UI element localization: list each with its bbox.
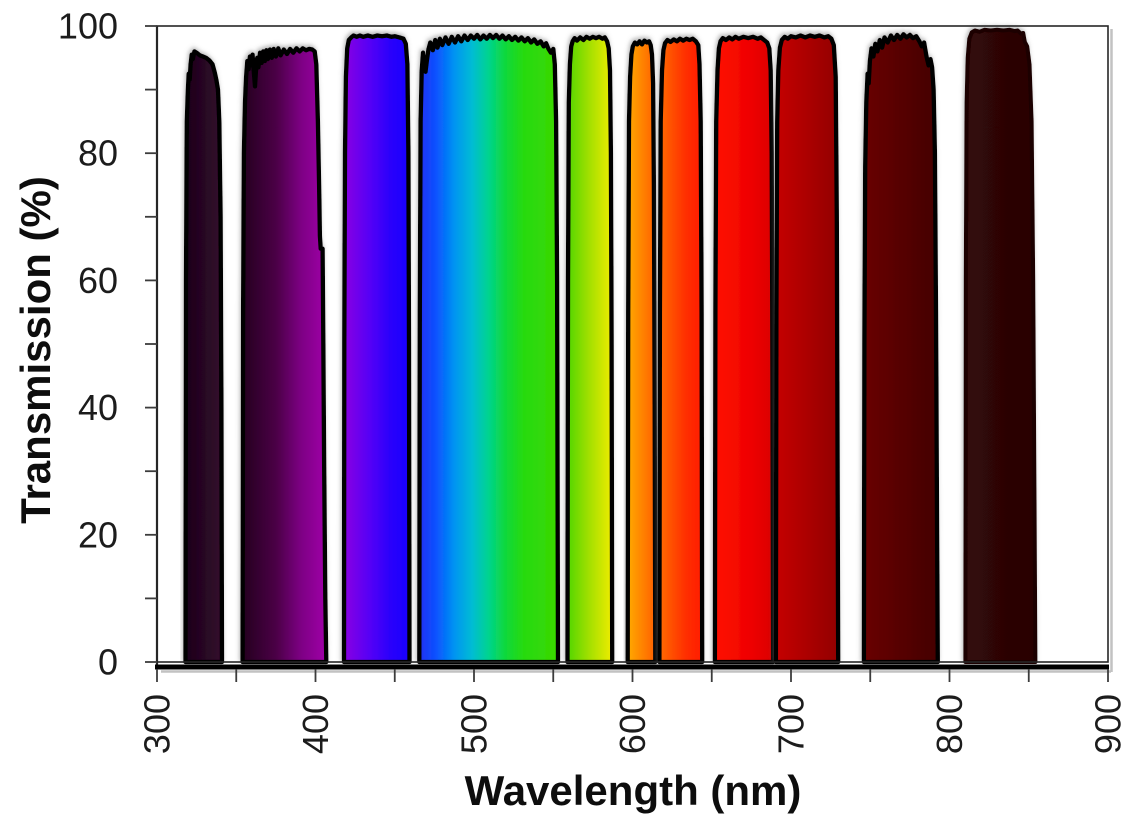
x-tick-label: 400 (295, 694, 336, 754)
band-830nm-near-ir (963, 27, 1038, 664)
band-670nm-red (712, 34, 776, 665)
y-tick-label: 0 (98, 642, 118, 683)
x-tick-label: 600 (612, 694, 653, 754)
x-tick-label: 800 (929, 694, 970, 754)
x-axis-title: Wavelength (nm) (464, 767, 802, 814)
band-575nm-green-yellow (565, 34, 615, 665)
x-tick-label: 900 (1088, 694, 1129, 754)
x-tick-label: 700 (771, 694, 812, 754)
y-axis-title: Transmission (%) (12, 176, 59, 524)
band-710nm-dark-red (773, 33, 841, 665)
band-330nm-uv (183, 49, 225, 665)
y-tick-label: 40 (78, 387, 118, 428)
y-tick-label: 100 (58, 6, 118, 47)
band-510nm-cyan-green (417, 32, 561, 665)
x-tick-label: 300 (137, 694, 178, 754)
band-380nm-violet (240, 46, 329, 665)
y-tick-label: 60 (78, 260, 118, 301)
x-tick-label: 500 (454, 694, 495, 754)
band-605nm-orange (625, 38, 658, 665)
band-630nm-red-orange (657, 36, 705, 665)
band-440nm-blue (341, 33, 412, 665)
band-770nm-deep-red (861, 32, 940, 665)
y-tick-label: 80 (78, 133, 118, 174)
y-tick-label: 20 (78, 514, 118, 555)
